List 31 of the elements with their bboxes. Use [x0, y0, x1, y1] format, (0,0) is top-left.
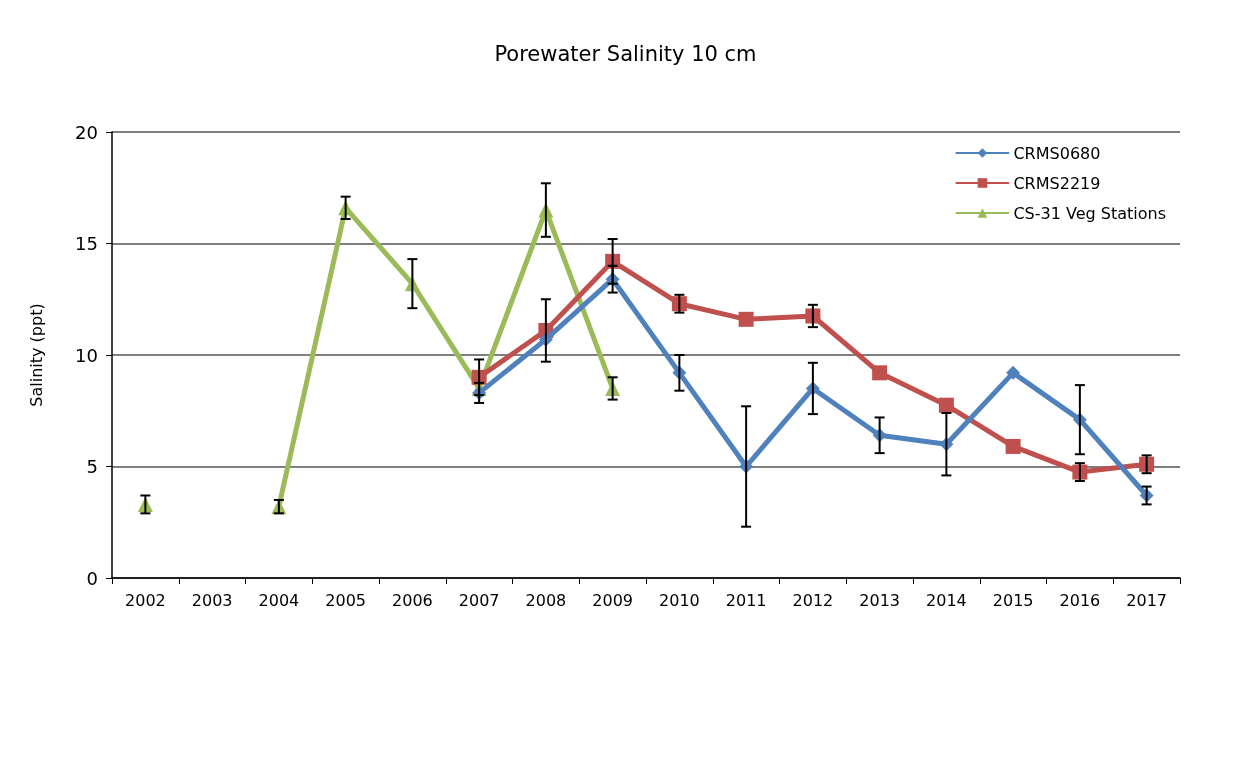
y-tick-label: 5	[86, 456, 98, 477]
x-tick-label: 2005	[325, 590, 366, 610]
x-tick-label: 2009	[592, 590, 633, 610]
point	[1005, 438, 1021, 454]
point	[738, 311, 754, 327]
legend-label: CRMS2219	[1013, 173, 1101, 193]
point	[872, 365, 888, 381]
x-tick-label: 2015	[992, 590, 1034, 610]
point	[938, 397, 954, 413]
x-tick-label: 2010	[659, 590, 700, 610]
y-tick-label: 15	[75, 233, 98, 254]
x-tick-label: 2013	[859, 590, 900, 610]
x-tick-label: 2002	[125, 590, 166, 610]
x-tick-label: 2016	[1059, 590, 1101, 610]
x-tick-label: 2004	[258, 590, 300, 610]
x-tick-label: 2012	[792, 590, 834, 610]
x-tick-label: 2008	[525, 590, 567, 610]
y-tick-label: 0	[86, 567, 98, 589]
x-tick-label: 2011	[725, 590, 767, 610]
x-tick-label: 2017	[1126, 590, 1167, 610]
y-tick-label: 10	[75, 344, 98, 366]
y-axis-title: Salinity (ppt)	[26, 303, 46, 407]
x-tick-label: 2006	[392, 590, 433, 610]
x-tick-label: 2003	[191, 590, 233, 610]
legend-label: CS-31 Veg Stations	[1013, 203, 1167, 223]
y-tick-label: 20	[75, 121, 98, 143]
x-tick-label: 2014	[926, 590, 967, 610]
x-tick-label: 2007	[458, 590, 500, 610]
chart-title: Porewater Salinity 10 cm	[494, 41, 757, 66]
legend-label: CRMS0680	[1013, 143, 1101, 163]
point	[1006, 365, 1021, 380]
